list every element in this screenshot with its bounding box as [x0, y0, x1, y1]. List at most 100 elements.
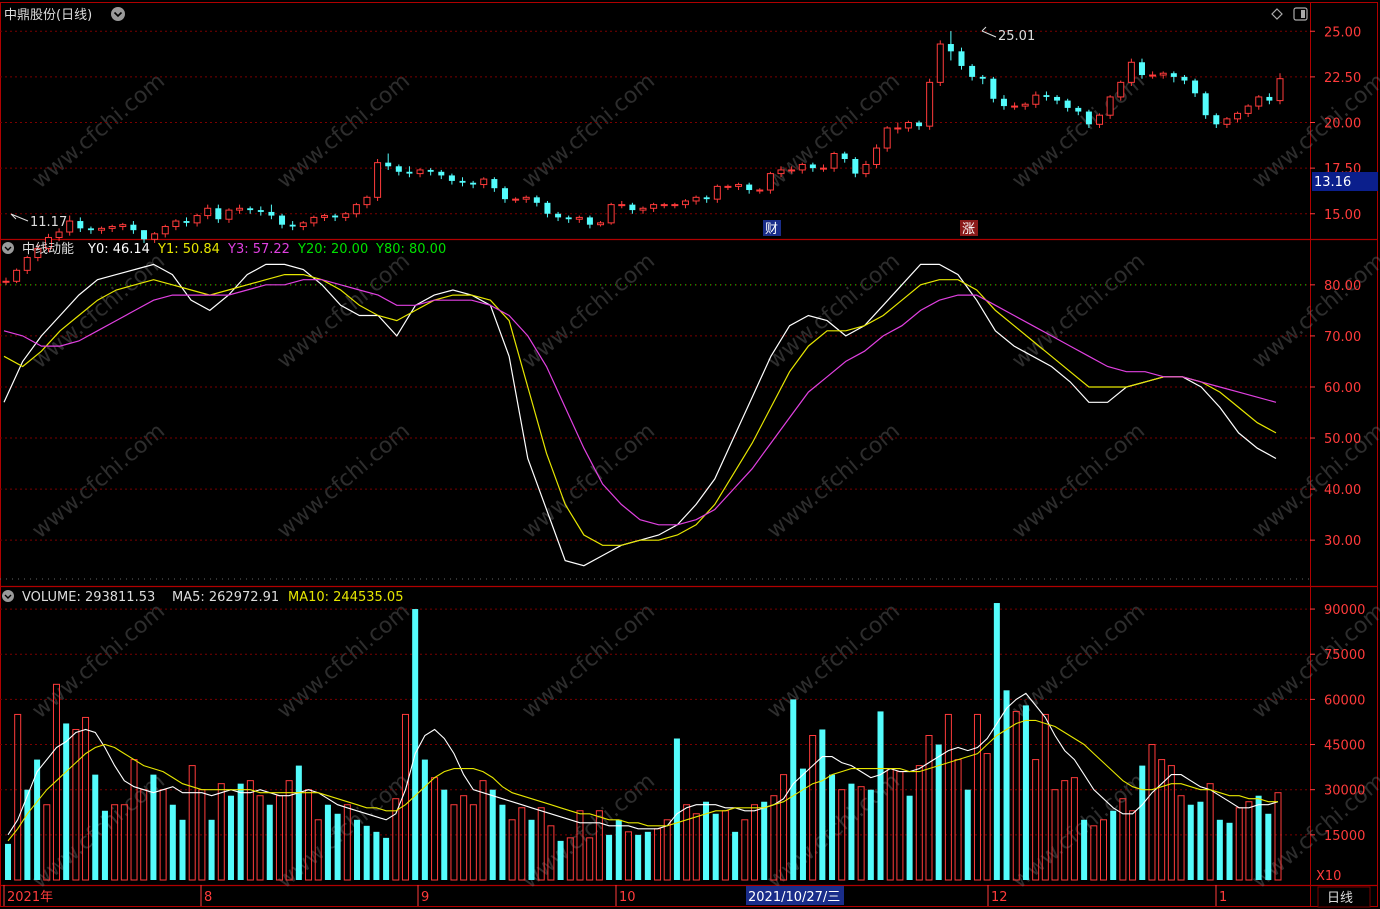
volume-bar — [324, 804, 331, 880]
watermark-text: www.cfchi.com — [1008, 419, 1150, 544]
candle — [363, 195, 371, 209]
candle — [819, 164, 827, 172]
volume-bar — [1022, 705, 1029, 880]
candle — [936, 40, 944, 86]
diamond-icon[interactable] — [1271, 8, 1283, 20]
volume-legend: VOLUME: 293811.53 — [22, 590, 155, 605]
candle — [597, 221, 605, 227]
volume-bar — [1051, 789, 1059, 881]
candle-body — [777, 169, 785, 175]
grid-layer — [0, 30, 1310, 836]
price-low-label: 11.17 — [30, 215, 67, 230]
candle — [618, 200, 626, 209]
volume-bar — [819, 729, 826, 880]
volume-bar — [635, 834, 642, 880]
candle — [1149, 71, 1157, 79]
volume-bar — [1041, 713, 1049, 881]
candle — [660, 202, 668, 209]
candle — [724, 184, 732, 191]
candle-body — [321, 215, 328, 218]
candle-body — [1117, 81, 1125, 98]
price-high-label: 25.01 — [998, 29, 1035, 44]
candle — [766, 171, 774, 194]
period-label[interactable]: 日线 — [1327, 891, 1353, 906]
watermark-text: www.cfchi.com — [1248, 249, 1380, 374]
candle — [862, 160, 870, 178]
candle-body — [310, 216, 318, 224]
candle — [172, 219, 180, 231]
volume-bar — [421, 759, 428, 880]
volume-bar — [343, 804, 351, 881]
title-dropdown-icon[interactable] — [111, 7, 125, 21]
y-tick-label: 30000 — [1324, 784, 1365, 799]
candle — [650, 202, 658, 212]
candle — [873, 144, 881, 169]
candle — [352, 202, 360, 218]
volume-bar — [1090, 825, 1098, 881]
event-marker-zhang[interactable]: 涨 — [960, 220, 978, 237]
candle-body — [1149, 74, 1157, 77]
candle — [55, 228, 63, 242]
candle-body — [1021, 103, 1029, 107]
candle-body — [342, 213, 350, 218]
window-toggle-icon[interactable] — [1293, 7, 1308, 21]
candle-body — [703, 197, 710, 200]
period-tab[interactable] — [1317, 886, 1371, 908]
candle — [395, 164, 402, 176]
candle-body — [66, 220, 74, 233]
candle-body — [161, 226, 169, 235]
volume-bar — [1206, 783, 1214, 881]
volume-bar — [703, 801, 710, 880]
candle — [470, 180, 477, 189]
candle — [480, 177, 488, 189]
volume-bar — [24, 789, 31, 880]
candle-body — [756, 189, 764, 192]
candle — [969, 64, 976, 81]
volume-bar — [14, 713, 22, 881]
volume-dropdown-icon[interactable] — [2, 590, 14, 602]
volume-bar — [983, 753, 991, 881]
candle-body — [406, 171, 413, 174]
volume-bar — [829, 774, 836, 880]
volume-bar — [383, 837, 390, 880]
volume-bar — [499, 804, 506, 880]
volume-bars — [4, 603, 1282, 881]
candle — [703, 195, 710, 203]
volume-bar — [469, 804, 477, 881]
y-tick-label: 40.00 — [1324, 483, 1361, 498]
candle — [321, 213, 328, 222]
candle-body — [1266, 96, 1273, 101]
candle — [1276, 73, 1284, 105]
watermark-text: www.cfchi.com — [518, 599, 660, 724]
candle-body — [268, 211, 275, 216]
candle — [98, 226, 106, 234]
ma5-legend: MA5: 262972.91 — [172, 590, 279, 605]
current-price-box — [1312, 172, 1378, 191]
event-marker-cai[interactable]: 财 — [763, 220, 781, 237]
indicator-dropdown-icon[interactable] — [2, 242, 14, 254]
volume-ma10-line — [7, 719, 1278, 842]
candle — [193, 213, 201, 227]
volume-ma5-line — [7, 692, 1279, 836]
volume-bar — [1012, 710, 1020, 881]
candle — [1021, 102, 1029, 110]
candle — [34, 244, 42, 262]
volume-bar — [624, 831, 632, 881]
volume-bar — [1070, 777, 1078, 881]
volume-bar — [867, 789, 874, 880]
volume-bar — [1235, 807, 1243, 881]
volume-bar — [1110, 810, 1117, 880]
candle-body — [766, 173, 774, 191]
x-cursor-label: 2021/10/27/三 — [748, 890, 840, 905]
candle-body — [947, 44, 954, 52]
candle — [1170, 71, 1177, 83]
candle-body — [480, 178, 488, 186]
y-tick-label: 90000 — [1324, 603, 1365, 618]
candle — [374, 159, 382, 201]
candle-body — [1064, 100, 1071, 108]
candle — [1054, 95, 1061, 105]
volume-bar — [741, 819, 749, 881]
y-tick-label: 22.50 — [1324, 71, 1361, 86]
candle-body — [172, 220, 180, 228]
candle — [119, 222, 127, 231]
